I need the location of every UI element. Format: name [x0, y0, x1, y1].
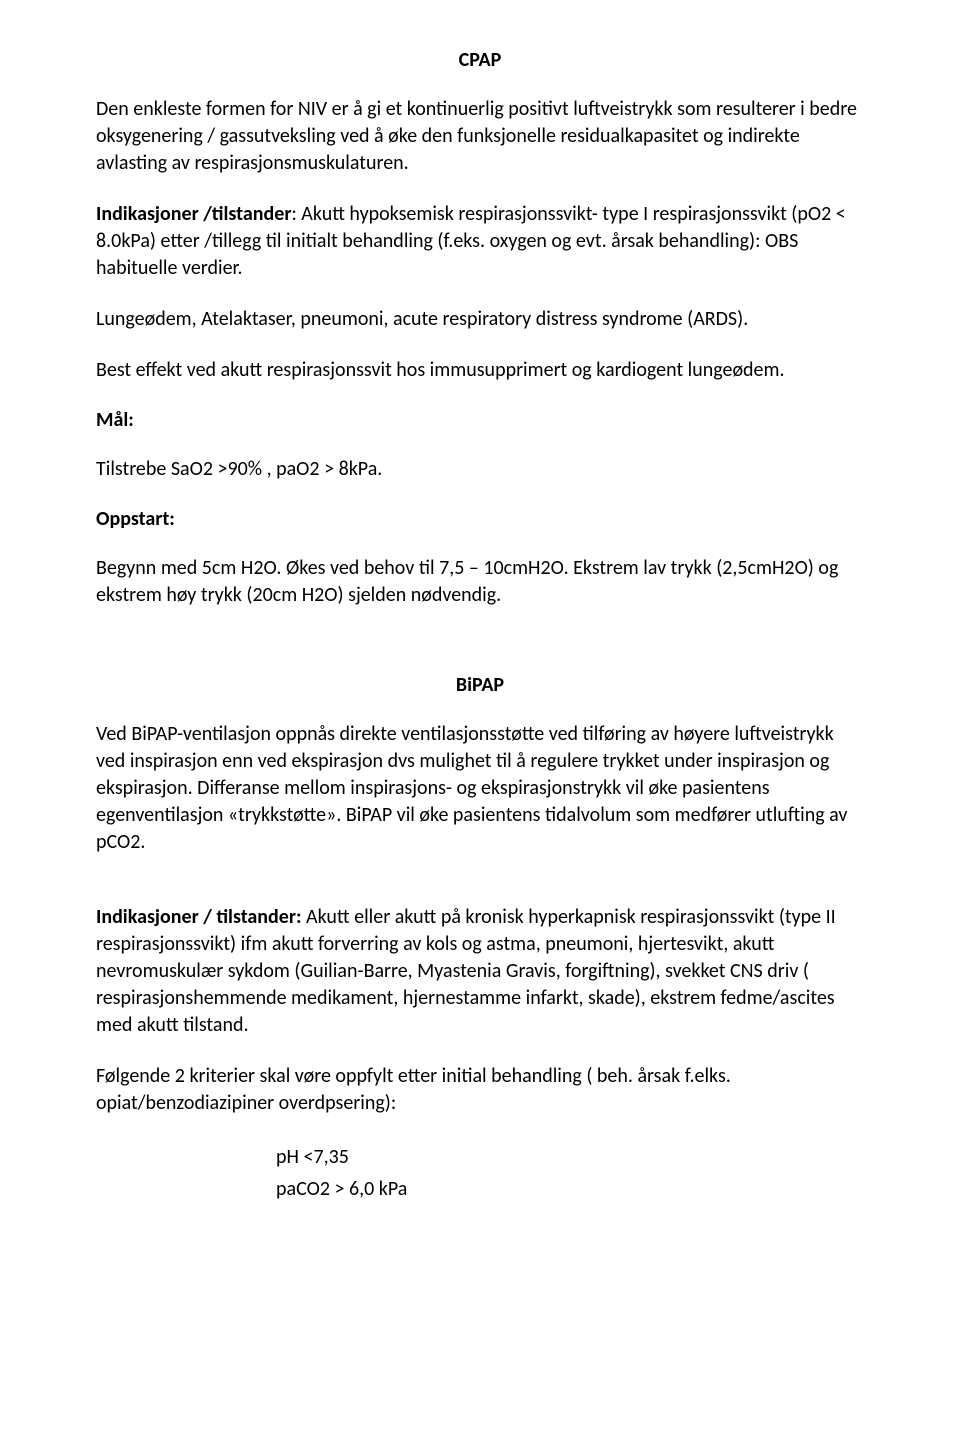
- cpap-best-effect-paragraph: Best effekt ved akutt respirasjonssvit h…: [96, 357, 864, 384]
- cpap-title: CPAP: [96, 48, 864, 72]
- bipap-indikasjoner-label: Indikasjoner / tilstander:: [96, 905, 301, 929]
- bipap-criterion-1: pH <7,35: [276, 1141, 864, 1173]
- cpap-intro-paragraph: Den enkleste formen for NIV er å gi et k…: [96, 96, 864, 177]
- bipap-criteria-block: pH <7,35 paCO2 > 6,0 kPa: [96, 1141, 864, 1205]
- bipap-kriterier-paragraph: Følgende 2 kriterier skal vøre oppfylt e…: [96, 1063, 864, 1117]
- cpap-oppstart-text: Begynn med 5cm H2O. Økes ved behov til 7…: [96, 555, 864, 609]
- bipap-criterion-2: paCO2 > 6,0 kPa: [276, 1173, 864, 1205]
- bipap-intro-paragraph: Ved BiPAP-ventilasjon oppnås direkte ven…: [96, 721, 864, 856]
- document-page: CPAP Den enkleste formen for NIV er å gi…: [0, 0, 960, 1442]
- bipap-title: BiPAP: [96, 673, 864, 697]
- cpap-indikasjoner-label: Indikasjoner /tilstander: [96, 202, 291, 226]
- cpap-mal-text: Tilstrebe SaO2 >90% , paO2 > 8kPa.: [96, 456, 864, 483]
- bipap-indikasjoner-paragraph: Indikasjoner / tilstander: Akutt eller a…: [96, 904, 864, 1039]
- cpap-mal-label: Mål:: [96, 408, 864, 432]
- cpap-oppstart-label: Oppstart:: [96, 507, 864, 531]
- cpap-conditions-paragraph: Lungeødem, Atelaktaser, pneumoni, acute …: [96, 306, 864, 333]
- cpap-indikasjoner-paragraph: Indikasjoner /tilstander: Akutt hypoksem…: [96, 201, 864, 282]
